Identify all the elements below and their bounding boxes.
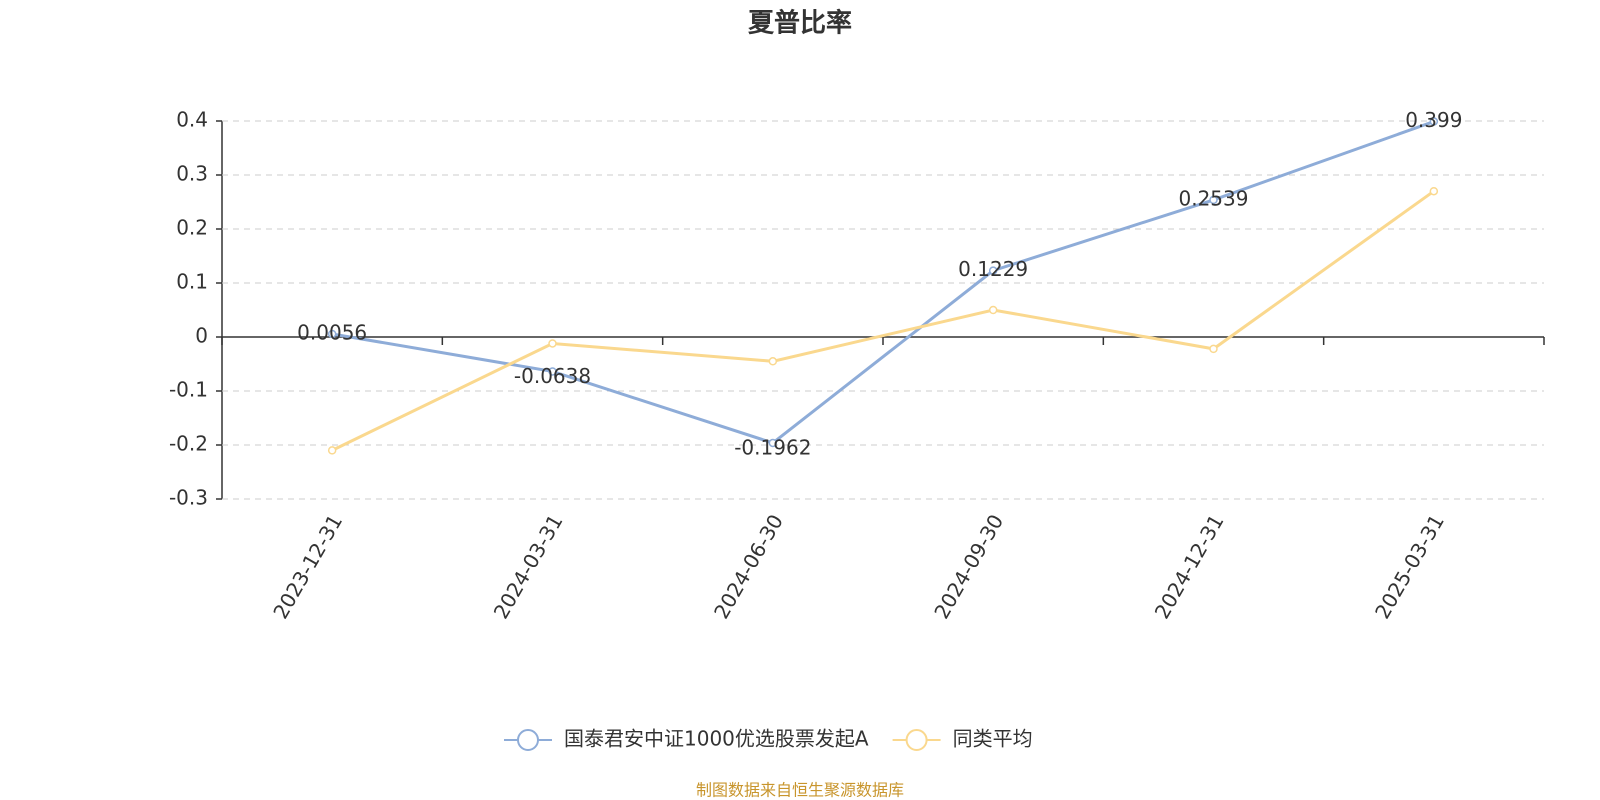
y-tick-label: -0.2 xyxy=(169,432,208,456)
data-label: -0.1962 xyxy=(734,435,811,459)
y-tick-label: -0.1 xyxy=(169,378,208,402)
data-point xyxy=(548,339,557,348)
x-tick-label: 2024-06-30 xyxy=(709,510,788,623)
y-tick-label: 0.2 xyxy=(176,216,208,240)
y-tick-label: 0.1 xyxy=(176,270,208,294)
chart-title: 夏普比率 xyxy=(748,8,852,39)
y-tick-label: -0.3 xyxy=(169,486,208,510)
y-tick-label: 0.4 xyxy=(176,108,208,132)
data-point xyxy=(327,446,337,455)
data-point xyxy=(768,438,778,448)
series-line xyxy=(331,189,1435,452)
data-point xyxy=(1209,195,1218,205)
x-tick-label: 2024-03-31 xyxy=(489,510,568,623)
data-point xyxy=(1209,344,1218,354)
data-point xyxy=(988,266,998,275)
data-point xyxy=(988,305,998,315)
source-note: 制图数据来自恒生聚源数据库 xyxy=(696,781,904,800)
legend-marker xyxy=(517,729,539,751)
x-tick-label: 2023-12-31 xyxy=(268,510,347,623)
data-label: 0.2539 xyxy=(1179,186,1249,210)
data-label: 0.399 xyxy=(1405,108,1462,132)
x-tick-label: 2024-09-30 xyxy=(929,510,1008,623)
data-point xyxy=(1429,117,1439,126)
data-label: -0.0638 xyxy=(514,364,591,388)
data-point xyxy=(1429,186,1439,196)
y-tick-label: 0 xyxy=(195,324,208,348)
legend-label: 同类平均 xyxy=(953,727,1033,751)
legend-label: 国泰君安中证1000优选股票发起A xyxy=(564,727,869,751)
data-point xyxy=(327,329,337,339)
y-tick-label: 0.3 xyxy=(176,162,208,186)
legend-marker xyxy=(905,729,928,751)
x-tick-label: 2025-03-31 xyxy=(1370,510,1449,623)
data-point xyxy=(548,367,557,376)
data-label: 0.1229 xyxy=(958,257,1028,281)
series-line xyxy=(331,120,1435,445)
x-tick-label: 2024-12-31 xyxy=(1150,510,1229,623)
data-label: 0.0056 xyxy=(297,320,367,344)
data-point xyxy=(768,357,778,366)
